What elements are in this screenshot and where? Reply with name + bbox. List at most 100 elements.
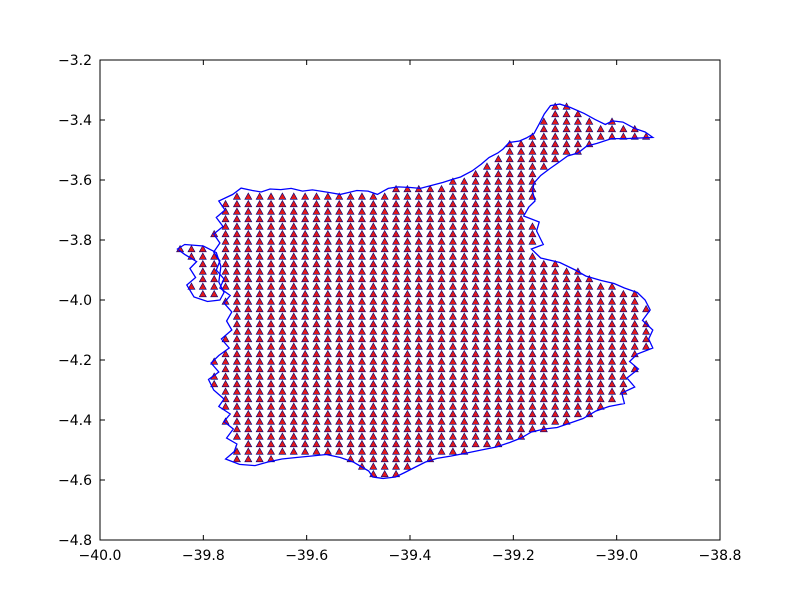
data-point-marker — [517, 169, 526, 178]
data-point-marker — [471, 267, 480, 275]
y-tick-label: −4.6 — [58, 473, 92, 489]
data-point-marker — [482, 439, 491, 448]
data-point-marker — [460, 207, 469, 215]
x-tick-label: −39.4 — [389, 548, 432, 564]
data-point-marker — [403, 222, 412, 230]
data-point-marker — [301, 349, 310, 358]
data-point-marker — [494, 267, 503, 275]
data-point-marker — [494, 214, 503, 223]
data-point-marker — [608, 342, 617, 350]
data-point-marker — [278, 432, 287, 440]
data-point-marker — [426, 372, 435, 380]
data-point-marker — [267, 394, 276, 403]
data-point-marker — [517, 192, 526, 200]
data-point-marker — [278, 282, 287, 290]
data-point-marker — [278, 319, 287, 328]
data-point-marker — [357, 207, 366, 215]
data-point-marker — [403, 379, 412, 388]
data-point-marker — [232, 237, 241, 245]
data-point-marker — [539, 327, 548, 335]
data-point-marker — [585, 274, 594, 283]
data-point-marker — [221, 282, 230, 290]
data-point-marker — [357, 334, 366, 343]
data-point-marker — [267, 447, 276, 455]
data-point-marker — [414, 342, 423, 350]
data-point-marker — [392, 252, 401, 260]
data-point-marker — [437, 424, 446, 433]
data-point-marker — [460, 274, 469, 283]
data-point-marker — [448, 349, 457, 358]
data-point-marker — [448, 357, 457, 365]
data-point-marker — [585, 319, 594, 328]
data-point-marker — [517, 334, 526, 343]
data-point-marker — [335, 409, 344, 418]
data-point-marker — [289, 357, 298, 365]
data-point-marker — [414, 289, 423, 298]
data-point-marker — [392, 229, 401, 238]
data-point-marker — [517, 139, 526, 148]
data-point-marker — [392, 447, 401, 455]
data-point-marker — [369, 334, 378, 343]
data-point-marker — [585, 394, 594, 403]
data-point-marker — [460, 312, 469, 320]
data-point-marker — [232, 304, 241, 313]
data-point-marker — [403, 259, 412, 268]
data-point-marker — [323, 432, 332, 440]
data-point-marker — [312, 304, 321, 313]
data-point-marker — [232, 222, 241, 230]
data-point-marker — [551, 139, 560, 148]
data-point-marker — [482, 417, 491, 425]
data-point-marker — [403, 349, 412, 358]
data-point-marker — [596, 342, 605, 350]
data-point-marker — [551, 282, 560, 290]
data-point-marker — [244, 424, 253, 433]
data-point-marker — [323, 409, 332, 418]
data-point-marker — [289, 364, 298, 373]
data-point-marker — [608, 132, 617, 140]
data-point-marker — [426, 357, 435, 365]
data-point-marker — [426, 267, 435, 275]
data-point-marker — [312, 424, 321, 433]
data-point-marker — [608, 312, 617, 320]
data-point-marker — [335, 207, 344, 215]
data-point-marker — [437, 432, 446, 440]
data-point-marker — [221, 199, 230, 208]
data-point-marker — [267, 222, 276, 230]
data-point-marker — [471, 342, 480, 350]
data-point-marker — [301, 357, 310, 365]
data-point-marker — [369, 357, 378, 365]
data-point-marker — [460, 424, 469, 433]
data-point-marker — [426, 252, 435, 260]
data-point-marker — [619, 312, 628, 320]
data-point-marker — [539, 139, 548, 148]
data-point-marker — [267, 379, 276, 388]
data-point-marker — [482, 267, 491, 275]
data-point-marker — [392, 394, 401, 403]
data-point-marker — [232, 207, 241, 215]
data-point-marker — [517, 372, 526, 380]
data-point-marker — [471, 289, 480, 298]
data-point-marker — [392, 409, 401, 418]
data-point-marker — [551, 342, 560, 350]
data-point-marker — [255, 394, 264, 403]
data-point-marker — [392, 207, 401, 215]
data-point-marker — [369, 387, 378, 395]
data-point-marker — [323, 304, 332, 313]
data-point-marker — [551, 267, 560, 275]
data-point-marker — [369, 229, 378, 238]
data-point-marker — [551, 109, 560, 118]
data-point-marker — [505, 342, 514, 350]
data-point-marker — [494, 169, 503, 178]
data-point-marker — [267, 207, 276, 215]
data-point-marker — [312, 372, 321, 380]
data-point-marker — [403, 274, 412, 283]
data-point-marker — [335, 304, 344, 313]
data-point-marker — [539, 319, 548, 328]
data-point-marker — [369, 267, 378, 275]
data-point-marker — [448, 409, 457, 418]
data-point-marker — [437, 207, 446, 215]
data-point-marker — [323, 327, 332, 335]
data-point-marker — [312, 409, 321, 418]
data-point-marker — [346, 304, 355, 313]
data-point-marker — [357, 387, 366, 395]
